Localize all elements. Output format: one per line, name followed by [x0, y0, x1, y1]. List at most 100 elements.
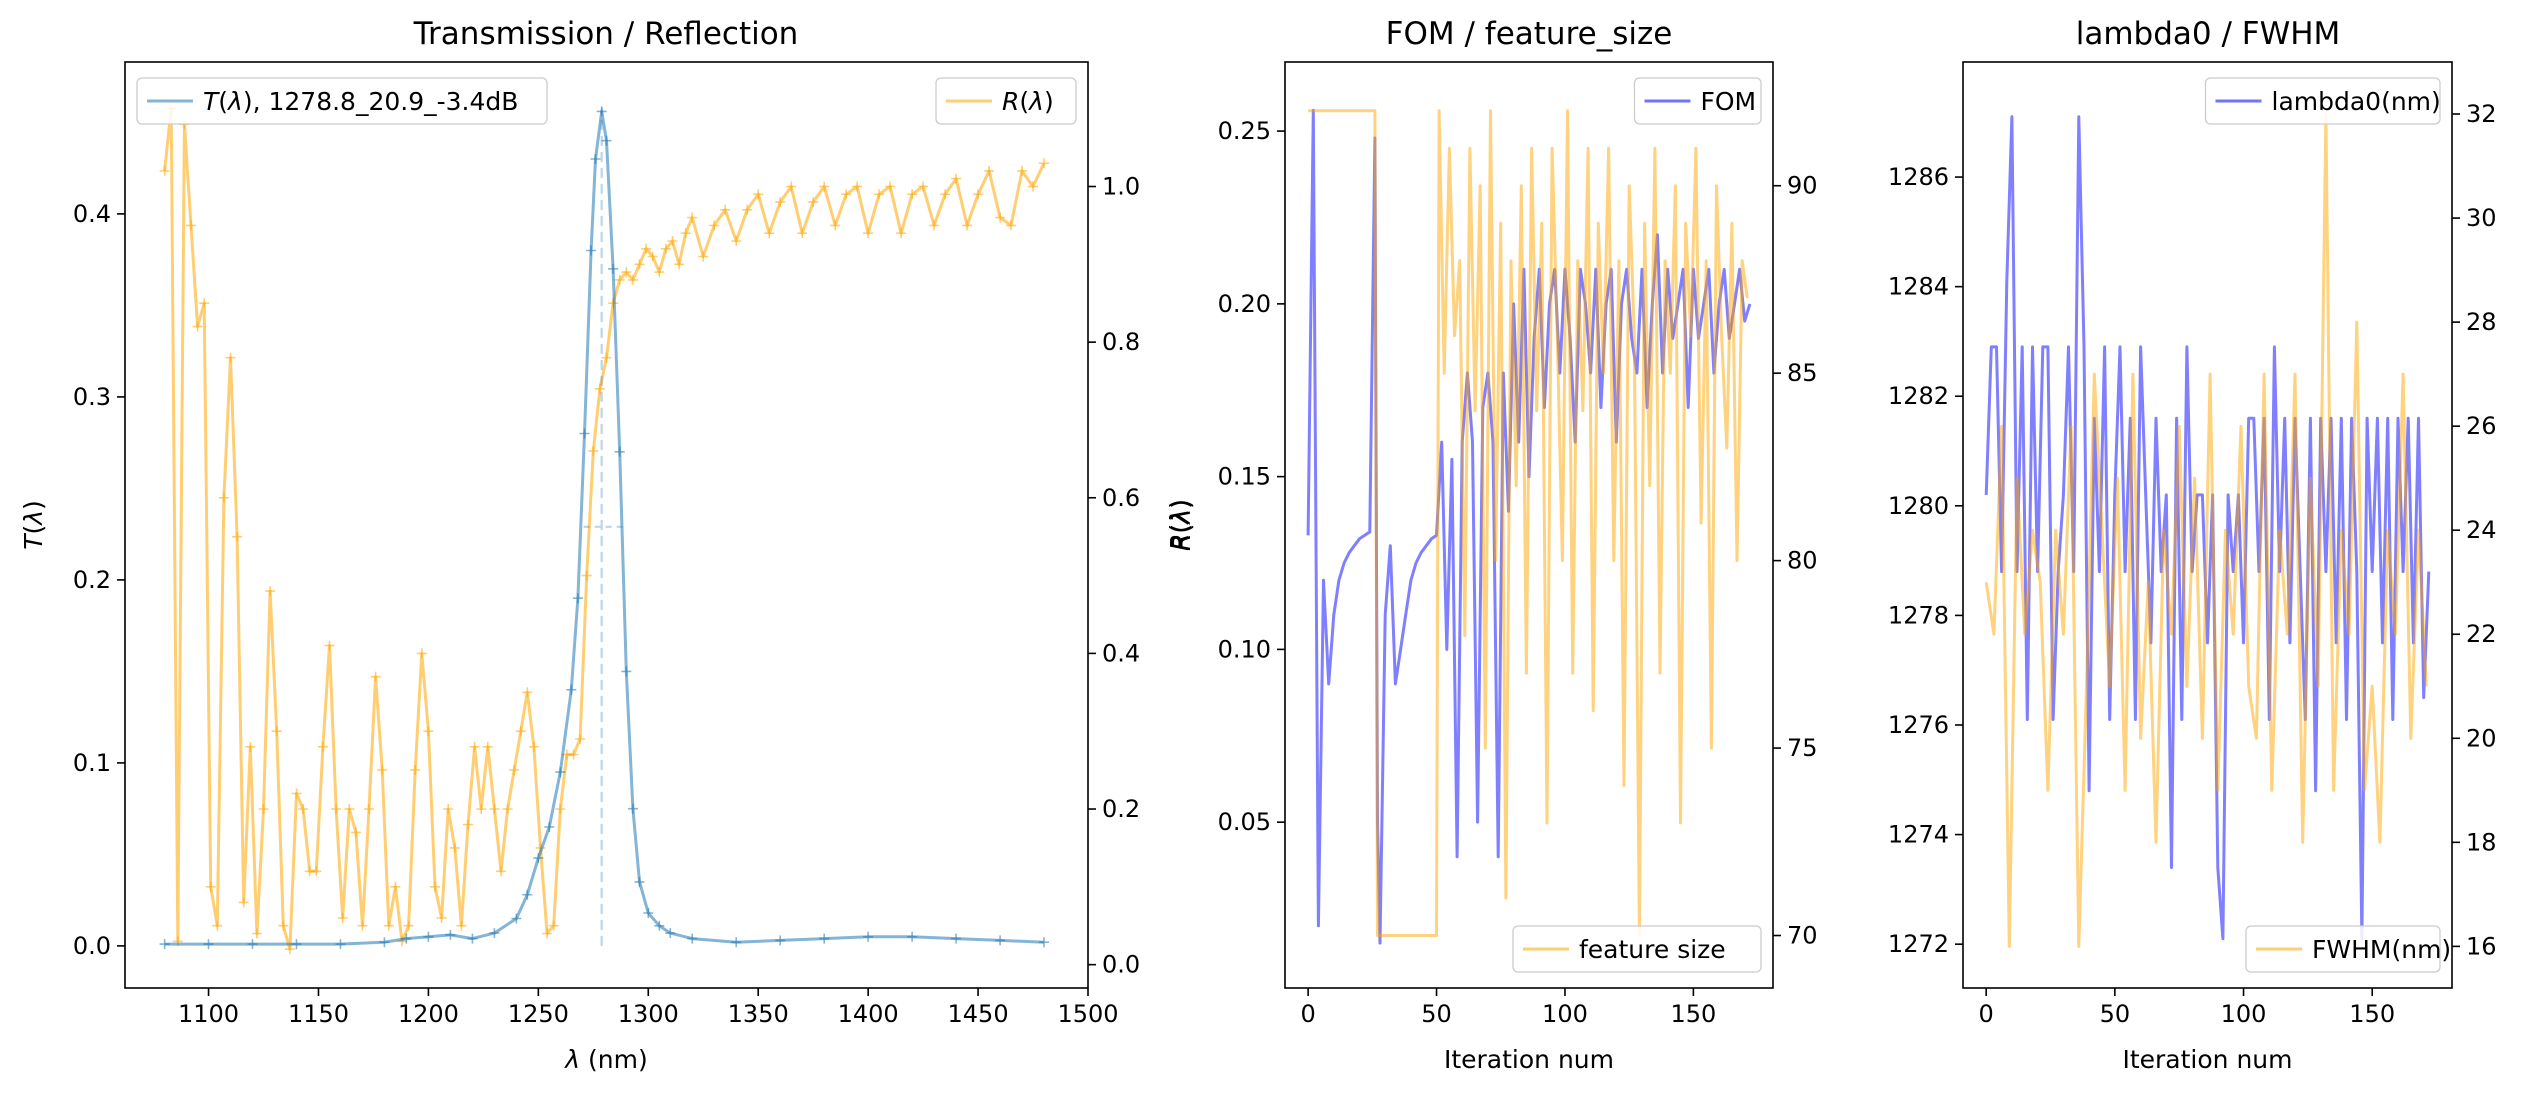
reflection-point: [647, 251, 658, 262]
reflection-point: [594, 383, 605, 394]
y-tick-label: 1284: [1888, 273, 1949, 301]
transmission-point: [423, 931, 434, 942]
legend-box: [2204, 77, 2441, 125]
reflection-point: [436, 913, 447, 923]
y2-tick-label: 16: [2466, 932, 2497, 960]
y2-tick-label: 0.8: [1102, 328, 1140, 356]
y-tick-label: 0.1: [73, 749, 111, 777]
y2-tick-label: 0.6: [1102, 484, 1140, 512]
reflection-point: [311, 866, 322, 877]
reflection-point: [720, 204, 731, 215]
transmission-point: [203, 939, 214, 950]
y2-tick-label: 80: [1787, 547, 1818, 575]
reflection-point: [786, 181, 797, 192]
y-tick-label: 0.10: [1218, 635, 1271, 663]
transmission-point: [907, 931, 918, 942]
reflection-point: [298, 804, 309, 814]
reflection-point: [416, 648, 427, 659]
transmission-point: [159, 939, 170, 950]
y-tick-label: 0.3: [73, 383, 111, 411]
y-tick-label: 1282: [1888, 382, 1949, 410]
reflection-point: [324, 640, 335, 651]
reflection-point: [271, 726, 282, 737]
y-tick-label: 0.05: [1218, 808, 1271, 836]
x-tick-label: 1250: [508, 1000, 569, 1028]
reflection-point: [973, 189, 984, 200]
transmission-point: [775, 935, 786, 946]
reflection-point: [863, 228, 874, 239]
y-tick-label: 1274: [1888, 821, 1949, 849]
transmission-point: [601, 135, 612, 146]
reflection-point: [627, 274, 638, 285]
y-tick-label: 1272: [1888, 930, 1949, 958]
reflection-point: [568, 749, 579, 760]
transmission-point: [247, 939, 258, 950]
legend-label: FOM: [1701, 87, 1757, 116]
reflection-point: [449, 842, 460, 853]
legend-box: [935, 77, 1077, 125]
reflection-point: [885, 181, 896, 192]
transmission-point: [445, 929, 456, 940]
reflection-point: [502, 804, 513, 814]
reflection-point: [601, 352, 612, 363]
reflection-point: [621, 267, 632, 278]
x-tick-label: 1400: [838, 1000, 899, 1028]
reflection-point: [588, 446, 599, 457]
reflection-point: [1017, 165, 1027, 176]
y-tick-label: 0.25: [1218, 117, 1271, 145]
reflection-point: [940, 189, 951, 200]
reflection-point: [1028, 181, 1038, 192]
reflection-point: [410, 765, 421, 776]
transmission-point: [643, 908, 654, 918]
reflection-point: [238, 897, 249, 908]
reflection-point: [317, 741, 328, 752]
reflection-point: [218, 492, 229, 503]
fwhm-line: [1984, 112, 2428, 948]
reflection-point: [667, 236, 678, 246]
reflection-point: [819, 181, 830, 192]
transmission-point: [586, 245, 597, 256]
x-tick-label: 1300: [618, 1000, 679, 1028]
y2-tick-label: 1.0: [1102, 173, 1140, 201]
reflection-point: [918, 181, 929, 192]
reflection-point: [265, 586, 276, 597]
transmission-point: [596, 106, 607, 117]
y2-tick-label: 0.0: [1102, 951, 1140, 979]
reflection-point: [159, 165, 170, 176]
reflection-point: [377, 765, 388, 776]
transmission-point: [379, 937, 390, 948]
reflection-point: [251, 928, 262, 939]
legend-box: [2245, 925, 2441, 973]
reflection-point: [775, 197, 786, 208]
x-tick-label: 50: [1421, 1000, 1452, 1028]
y-tick-label: 0.4: [73, 200, 111, 228]
transmission-point: [291, 939, 302, 950]
reflection-point: [364, 804, 374, 814]
reflection-point: [258, 804, 269, 814]
reflection-point: [522, 687, 533, 698]
legend-label: FWHM(nm): [2312, 935, 2451, 964]
reflection-point: [489, 804, 500, 814]
reflection-point: [476, 804, 487, 814]
legend-label: T(λ), 1278.8_20.9_-3.4dB: [203, 87, 518, 116]
reflection-point: [548, 920, 559, 931]
transmission-point: [951, 933, 962, 944]
x-tick-label: 150: [1670, 1000, 1716, 1028]
y2-tick-label: 90: [1787, 172, 1818, 200]
fom-feature-size-panel: FOM / feature_size 0 50 100 150 0.05 0.10 0.15…: [1165, 16, 1818, 1074]
transmission-point: [634, 876, 645, 887]
transmission-point: [614, 446, 625, 457]
reflection-point: [205, 881, 216, 892]
legend-box: [1512, 925, 1762, 973]
reflection-point: [841, 189, 852, 200]
y2-tick-label: 70: [1787, 922, 1818, 950]
y2-tick-label: 22: [2466, 620, 2497, 648]
reflection-point: [403, 920, 414, 931]
y-tick-label: 1278: [1888, 601, 1949, 629]
transmission-point: [687, 933, 698, 944]
legend-box: [136, 77, 548, 125]
transmission-reflection-panel: Transmission / Reflection 1100 1150 1200 12…: [19, 16, 1196, 1074]
reflection-point: [995, 212, 1006, 223]
y-tick-label: 0.0: [73, 932, 111, 960]
transmission-point: [627, 803, 638, 814]
